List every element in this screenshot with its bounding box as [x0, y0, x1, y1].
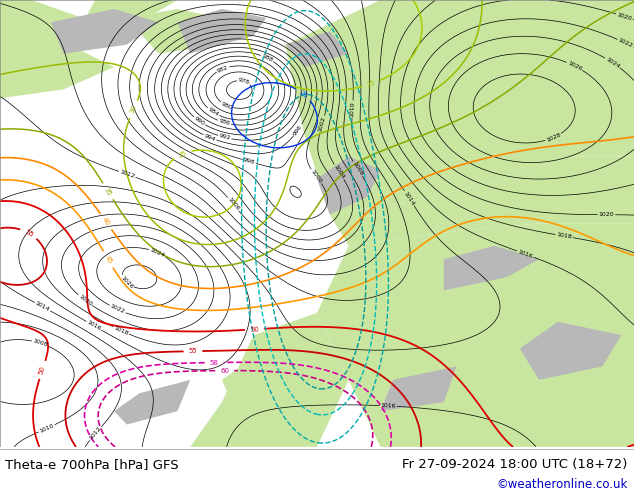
Text: Theta-e 700hPa [hPa] GFS: Theta-e 700hPa [hPa] GFS: [5, 458, 179, 470]
Text: 25: 25: [178, 149, 188, 158]
Text: 1016: 1016: [517, 249, 534, 259]
Text: 1000: 1000: [310, 169, 323, 184]
Text: 55: 55: [23, 228, 34, 238]
Polygon shape: [190, 313, 349, 447]
Polygon shape: [330, 156, 634, 246]
Text: 45: 45: [103, 254, 113, 265]
Polygon shape: [0, 36, 114, 98]
Polygon shape: [285, 31, 349, 67]
Text: 1020: 1020: [598, 212, 614, 217]
Polygon shape: [317, 223, 634, 447]
Text: 1026: 1026: [119, 275, 134, 290]
Text: 984: 984: [207, 107, 219, 118]
Text: ©weatheronline.co.uk: ©weatheronline.co.uk: [496, 478, 628, 490]
Text: 998: 998: [243, 157, 256, 166]
Text: 55: 55: [188, 348, 197, 354]
Text: 1024: 1024: [605, 56, 621, 69]
Text: 1010: 1010: [39, 423, 55, 434]
Text: 982: 982: [216, 64, 229, 74]
Text: 58: 58: [210, 360, 219, 366]
Text: 994: 994: [204, 133, 216, 142]
Text: 1014: 1014: [403, 190, 416, 206]
Polygon shape: [76, 0, 178, 36]
Text: 1026: 1026: [567, 60, 583, 72]
Text: 1022: 1022: [110, 304, 126, 315]
Text: 988: 988: [261, 53, 273, 63]
Text: 1018: 1018: [556, 232, 572, 240]
Text: 1022: 1022: [618, 37, 634, 49]
Text: 1012: 1012: [119, 170, 136, 179]
Text: 25: 25: [366, 79, 376, 88]
Text: 1002: 1002: [318, 116, 327, 132]
Text: 1018: 1018: [113, 325, 129, 336]
Text: 1020: 1020: [616, 12, 633, 21]
Polygon shape: [222, 348, 330, 424]
Text: 1028: 1028: [545, 132, 562, 143]
Text: 980: 980: [221, 101, 233, 110]
Text: 20: 20: [298, 89, 309, 99]
Polygon shape: [0, 0, 95, 67]
Text: 996: 996: [292, 124, 304, 136]
Text: 1020: 1020: [77, 294, 93, 307]
Text: 60: 60: [220, 368, 230, 373]
Polygon shape: [51, 9, 158, 53]
Text: 1016: 1016: [86, 320, 102, 332]
Text: 1016: 1016: [380, 403, 396, 409]
Polygon shape: [380, 367, 456, 411]
Text: 50: 50: [38, 365, 47, 375]
Text: 978: 978: [238, 77, 250, 85]
Polygon shape: [114, 380, 190, 424]
Polygon shape: [444, 246, 539, 291]
Text: 986: 986: [218, 119, 231, 126]
Text: 1010: 1010: [349, 101, 356, 117]
Text: 35: 35: [103, 186, 113, 196]
Text: 1014: 1014: [34, 301, 51, 313]
Text: 1008: 1008: [32, 339, 48, 348]
Polygon shape: [317, 156, 380, 215]
Text: 1004: 1004: [333, 164, 346, 180]
Polygon shape: [285, 0, 634, 215]
Text: 30: 30: [129, 104, 138, 115]
Text: Fr 27-09-2024 18:00 UTC (18+72): Fr 27-09-2024 18:00 UTC (18+72): [403, 458, 628, 470]
Text: 1006: 1006: [226, 197, 240, 212]
Text: 990: 990: [193, 116, 205, 126]
Text: 1008: 1008: [351, 161, 364, 177]
Polygon shape: [178, 9, 266, 53]
Polygon shape: [127, 9, 241, 53]
Text: 1012: 1012: [88, 426, 103, 441]
Text: 1024: 1024: [149, 247, 165, 258]
Polygon shape: [520, 322, 621, 380]
Text: 40: 40: [101, 216, 111, 227]
Text: 50: 50: [250, 326, 259, 333]
Text: 992: 992: [218, 133, 231, 141]
